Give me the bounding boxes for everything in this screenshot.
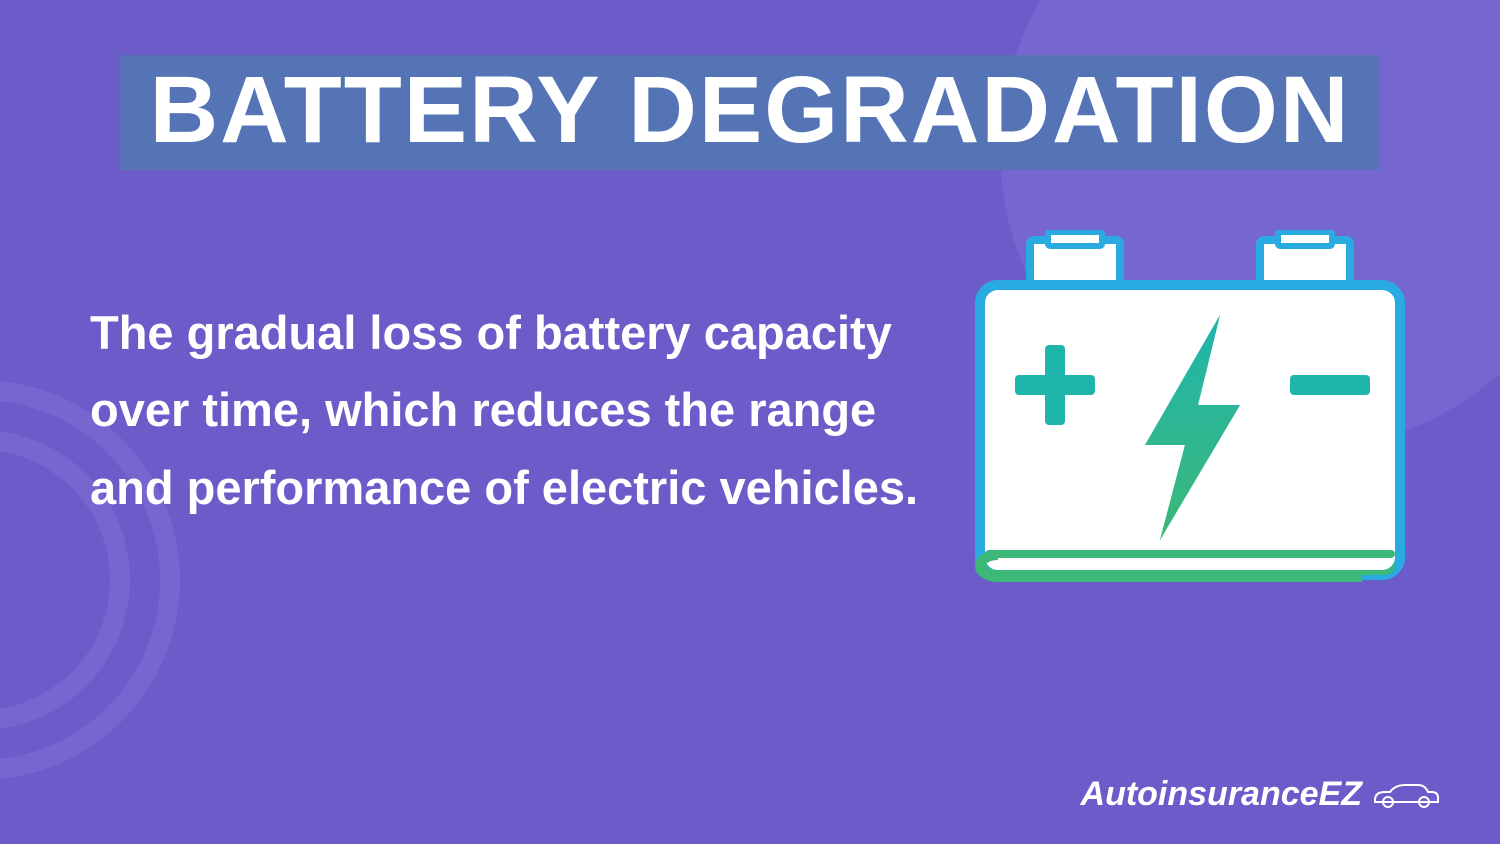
battery-icon xyxy=(970,230,1410,590)
title-container: BATTERY DEGRADATION xyxy=(0,0,1500,170)
main-title: BATTERY DEGRADATION xyxy=(150,63,1351,158)
content-row: The gradual loss of battery capacity ove… xyxy=(0,170,1500,590)
description-text: The gradual loss of battery capacity ove… xyxy=(90,294,930,527)
logo-text: AutoinsuranceEZ xyxy=(1081,775,1362,814)
title-highlight-box: BATTERY DEGRADATION xyxy=(120,55,1381,170)
footer-logo: AutoinsuranceEZ xyxy=(1081,775,1440,814)
car-icon xyxy=(1370,780,1440,810)
